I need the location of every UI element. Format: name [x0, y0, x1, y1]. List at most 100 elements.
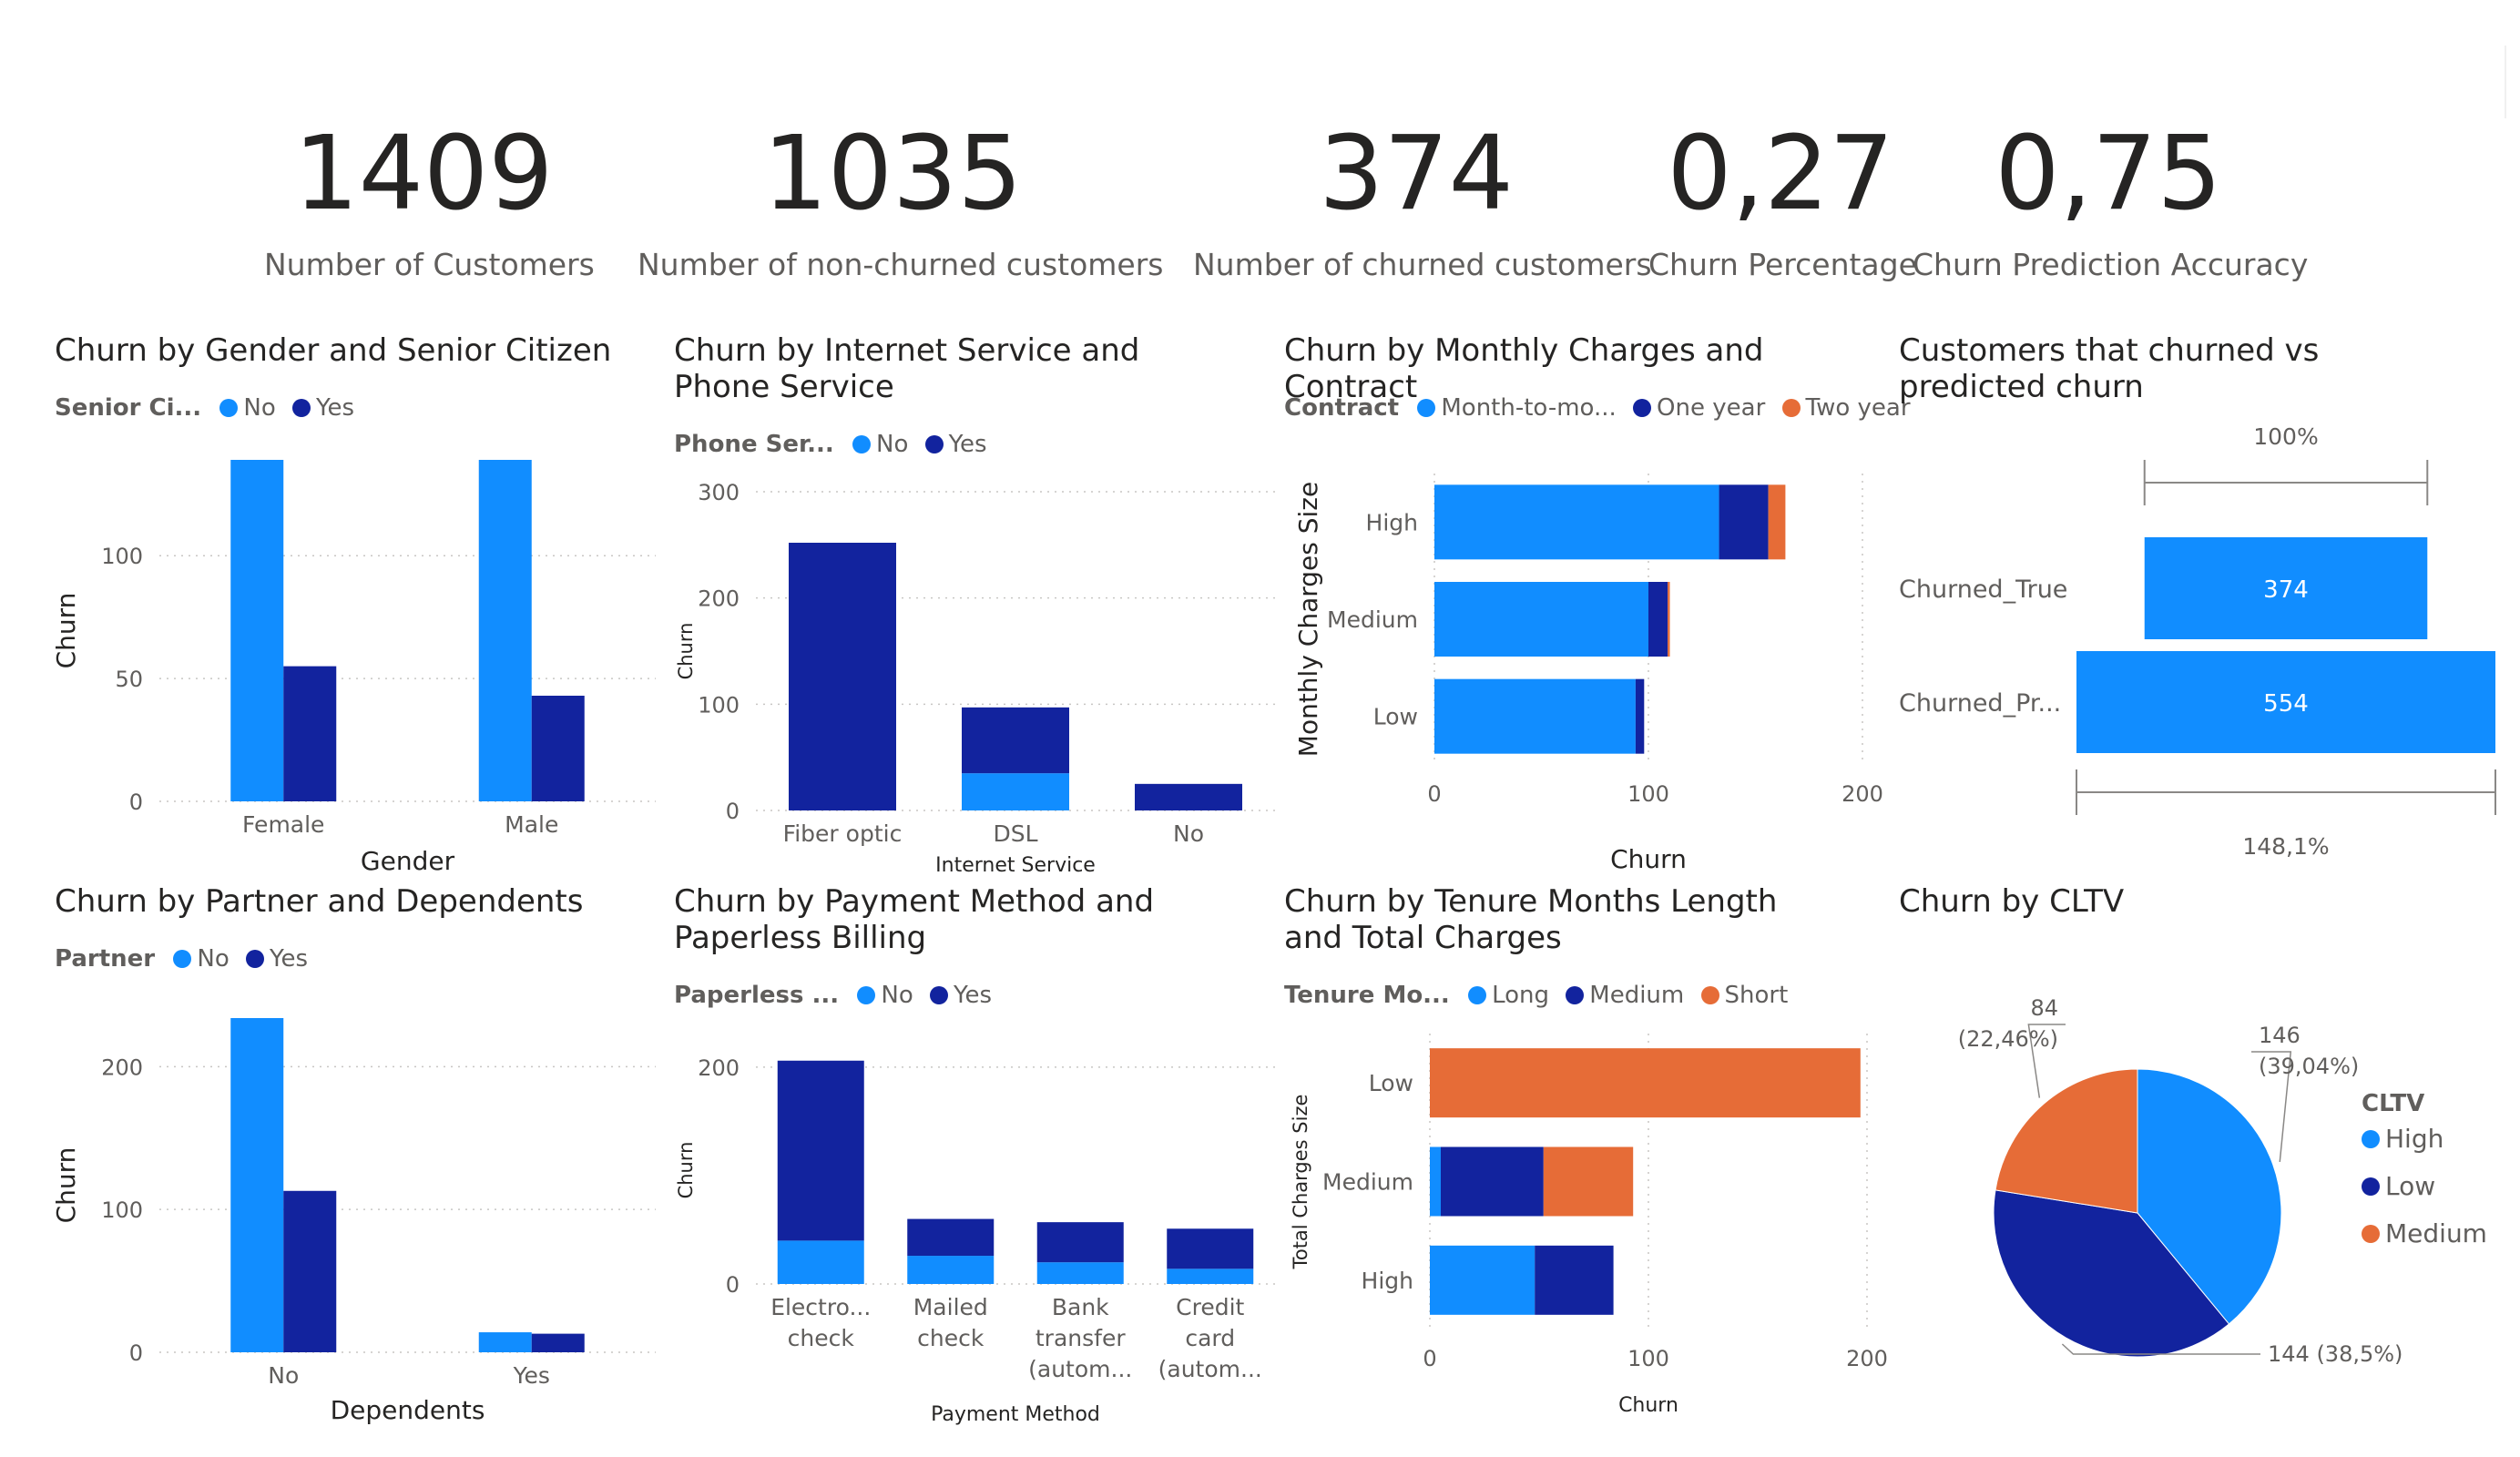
chart-tenure-total[interactable]: Churn by Tenure Months Length and Total … — [1284, 883, 1894, 1448]
x-tick-label: Electro... — [770, 1294, 871, 1320]
y-axis-title: Churn — [55, 593, 81, 669]
pie-leader-line — [2251, 1051, 2292, 1163]
x-tick-label: 100 — [1627, 1346, 1669, 1371]
legend-item-no[interactable]: No — [852, 431, 908, 458]
bar-electro-check-yes — [777, 1060, 864, 1241]
x-tick-label: DSL — [993, 820, 1037, 847]
legend-item-yes[interactable]: Yes — [246, 945, 308, 973]
x-axis-title: Gender — [361, 846, 455, 876]
pie-slice-medium — [1995, 1068, 2138, 1214]
chart-legend: Partner No Yes — [55, 945, 317, 973]
legend-item-month-to-month[interactable]: Month-to-mo... — [1417, 394, 1617, 422]
legend-label: No — [881, 982, 913, 1009]
x-tick-label: transfer — [1036, 1325, 1126, 1351]
y-tick-label: 200 — [698, 586, 740, 612]
pie-data-label-percent: (39,04%) — [2259, 1054, 2359, 1079]
chart-legend: Tenure Mo... Long Medium Short — [1284, 982, 1797, 1009]
bar-credit-card-autom-yes — [1167, 1228, 1254, 1269]
chart-gender-senior[interactable]: Churn by Gender and Senior Citizen Senio… — [55, 332, 656, 879]
y-axis-title: Churn — [675, 623, 697, 680]
kpi-value: 1035 — [762, 115, 1023, 233]
y-tick-label: 0 — [129, 1340, 143, 1366]
bar-medium-short — [1543, 1146, 1634, 1217]
bar-low-month-to-mo — [1434, 678, 1636, 754]
y-axis-title: Churn — [675, 1142, 697, 1199]
legend-item-no[interactable]: No — [173, 945, 230, 973]
x-tick-label: 200 — [1846, 1346, 1888, 1371]
legend-label: One year — [1657, 394, 1766, 422]
y-tick-label: 300 — [698, 480, 740, 505]
top-percent-label: 100% — [2253, 423, 2318, 450]
y-tick-label: 0 — [129, 790, 143, 815]
bar-medium-month-to-mo — [1434, 582, 1648, 657]
funnel-value-label: 554 — [2263, 690, 2309, 718]
bar-bank-transfer-autom-yes — [1036, 1222, 1124, 1263]
scroll-strip — [2505, 46, 2506, 118]
legend-label: Long — [1492, 982, 1549, 1009]
chart-churned-vs-predicted[interactable]: Customers that churned vs predicted chur… — [1899, 332, 2500, 879]
legend-title: Tenure Mo... — [1284, 982, 1450, 1009]
x-tick-label: Credit — [1176, 1294, 1244, 1320]
bar-credit-card-autom-no — [1167, 1269, 1254, 1284]
x-tick-label: (autom... — [1028, 1356, 1132, 1382]
y-tick-label: 0 — [726, 799, 740, 824]
legend-item-no[interactable]: No — [857, 982, 913, 1009]
y-tick-label: Low — [1369, 1070, 1413, 1096]
bar-female-no — [230, 460, 284, 801]
legend-item-yes[interactable]: Yes — [292, 394, 354, 422]
legend-label: Yes — [270, 945, 308, 973]
bar-dsl-no — [962, 773, 1069, 810]
legend-item-short[interactable]: Short — [1700, 982, 1788, 1009]
legend-label: No — [876, 431, 909, 458]
x-tick-label: (autom... — [1158, 1356, 1262, 1382]
y-tick-label: Medium — [1322, 1169, 1413, 1196]
legend-item-yes[interactable]: Yes — [930, 982, 992, 1009]
chart-cltv[interactable]: Churn by CLTV 146 (39,04%) 144 (38,5%) 84 (2… — [1899, 883, 2500, 1448]
y-axis-title: Churn — [55, 1147, 81, 1224]
legend-title: Senior Ci... — [55, 394, 202, 422]
chart-payment-paperless[interactable]: Churn by Payment Method and Paperless Bi… — [674, 883, 1275, 1448]
legend-label: Two year — [1805, 394, 1911, 422]
chart-plot: 100% 374 Churned_True 554 Churned_Pr... 148,1… — [1899, 423, 2496, 860]
bar-high-medium — [1535, 1245, 1614, 1315]
chart-legend: Senior Ci... No Yes — [55, 394, 363, 422]
chart-title: Churn by Monthly Charges and Contract — [1284, 332, 1764, 405]
bar-no-yes — [283, 1190, 337, 1352]
bar-medium-two-year — [1668, 582, 1670, 657]
chart-internet-phone[interactable]: Churn by Internet Service and Phone Serv… — [674, 332, 1275, 879]
x-axis-title: Dependents — [331, 1395, 485, 1425]
legend-label: No — [243, 394, 276, 422]
funnel-category-label: Churned_Pr... — [1899, 689, 2061, 718]
pie-data-label-percent: (22,46%) — [1958, 1026, 2058, 1052]
bar-medium-medium — [1441, 1146, 1544, 1217]
legend-item-long[interactable]: Long — [1468, 982, 1549, 1009]
chart-legend: Phone Ser... No Yes — [674, 431, 996, 458]
bar-high-two-year — [1768, 484, 1786, 560]
legend-item-medium[interactable]: Medium — [1566, 982, 1684, 1009]
x-tick-label: Female — [242, 811, 324, 838]
legend-item-one-year[interactable]: One year — [1633, 394, 1765, 422]
chart-plot: 0 100 200 No Yes Dependents Churn — [55, 1018, 656, 1425]
chart-monthly-contract[interactable]: Churn by Monthly Charges and Contract Co… — [1284, 332, 1911, 879]
y-tick-label: 100 — [101, 1197, 143, 1223]
legend-dot-low — [2362, 1177, 2380, 1196]
chart-title: Churn by Internet Service and Phone Serv… — [674, 332, 1140, 405]
y-axis-title: Total Charges Size — [1290, 1095, 1311, 1270]
bar-low-one-year — [1635, 678, 1645, 754]
bar-male-yes — [531, 695, 585, 801]
bar-medium-long — [1430, 1146, 1441, 1217]
legend-item-no[interactable]: No — [219, 394, 276, 422]
bottom-percent-label: 148,1% — [2242, 833, 2329, 860]
legend-item-two-year[interactable]: Two year — [1781, 394, 1911, 422]
funnel-bar-churned-true — [2144, 537, 2428, 639]
y-tick-label: Low — [1373, 704, 1418, 730]
x-tick-label: check — [788, 1325, 855, 1351]
legend-item-yes[interactable]: Yes — [924, 431, 987, 458]
legend-label: High — [2385, 1124, 2443, 1154]
legend-label: Yes — [316, 394, 355, 422]
x-tick-label: Mailed — [913, 1294, 988, 1320]
kpi-label: Number of Customers — [264, 247, 595, 282]
bar-low-short — [1430, 1048, 1861, 1118]
funnel-value-label: 374 — [2263, 576, 2309, 604]
chart-partner-dependents[interactable]: Churn by Partner and Dependents Partner … — [55, 883, 656, 1448]
